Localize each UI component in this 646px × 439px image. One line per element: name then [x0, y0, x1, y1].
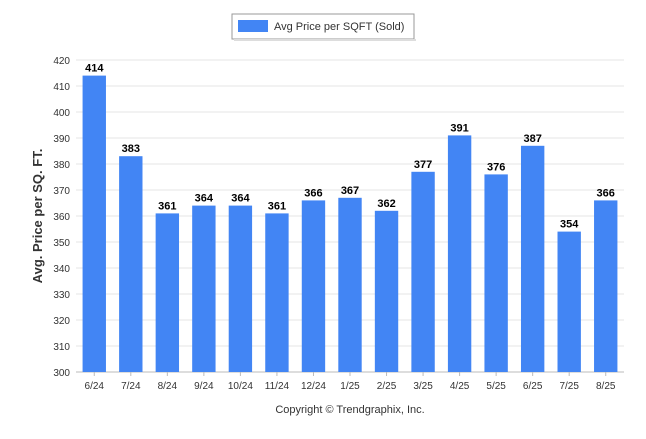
legend-box-shadow — [234, 39, 416, 41]
data-label: 391 — [450, 122, 468, 134]
y-tick-label: 350 — [53, 238, 70, 249]
bar[interactable] — [265, 213, 289, 372]
x-axis-ticks: 6/24 7/24 8/24 9/24 10/24 11/24 12/24 1/25 2/25 3… — [85, 372, 616, 392]
x-tick-label: 8/24 — [158, 381, 178, 392]
y-axis-title: Avg. Price per SQ. FT. — [30, 149, 45, 284]
x-tick-label: 1/25 — [340, 381, 360, 392]
data-label: 362 — [377, 198, 395, 210]
data-labels: 414 383 361 364 364 361 366 367 362 377 391 376 387 3… — [85, 63, 615, 231]
y-tick-label: 400 — [53, 108, 70, 119]
x-tick-label: 10/24 — [228, 381, 253, 392]
data-label: 366 — [597, 187, 615, 199]
bar[interactable] — [82, 75, 106, 372]
data-label: 414 — [85, 63, 104, 75]
data-label: 383 — [122, 143, 140, 155]
copyright-footer: Copyright © Trendgraphix, Inc. — [275, 404, 424, 416]
data-label: 367 — [341, 185, 359, 197]
data-label: 361 — [158, 200, 176, 212]
x-tick-label: 7/25 — [559, 381, 579, 392]
y-tick-label: 340 — [53, 264, 70, 275]
bar[interactable] — [338, 197, 362, 372]
data-label: 354 — [560, 219, 579, 231]
bar[interactable] — [119, 156, 143, 372]
y-axis-ticks: 300 310 320 330 340 350 360 370 380 390 400 410 420 — [53, 56, 70, 379]
x-tick-label: 11/24 — [265, 381, 290, 392]
x-tick-label: 12/24 — [301, 381, 326, 392]
y-tick-label: 300 — [53, 368, 70, 379]
bar[interactable] — [301, 200, 326, 372]
y-tick-label: 380 — [53, 160, 70, 171]
data-label: 366 — [304, 187, 322, 199]
bar[interactable] — [447, 135, 472, 372]
x-tick-label: 7/24 — [121, 381, 141, 392]
x-tick-label: 2/25 — [377, 381, 397, 392]
data-label: 364 — [195, 193, 214, 205]
y-tick-label: 370 — [53, 186, 70, 197]
x-tick-label: 6/24 — [85, 381, 105, 392]
bar[interactable] — [374, 210, 399, 372]
x-tick-label: 6/25 — [523, 381, 543, 392]
legend[interactable]: Avg Price per SQFT (Sold) — [231, 13, 416, 41]
x-tick-label: 8/25 — [596, 381, 616, 392]
x-tick-label: 9/24 — [194, 381, 214, 392]
bar[interactable] — [484, 174, 508, 372]
bar[interactable] — [192, 205, 216, 372]
y-tick-label: 360 — [53, 212, 70, 223]
data-label: 376 — [487, 161, 505, 173]
y-tick-label: 320 — [53, 316, 70, 327]
bars — [82, 75, 618, 372]
bar[interactable] — [411, 171, 435, 372]
x-tick-label: 5/25 — [486, 381, 506, 392]
x-tick-label: 4/25 — [450, 381, 470, 392]
data-label: 387 — [523, 133, 541, 145]
data-label: 361 — [268, 200, 286, 212]
y-tick-label: 330 — [53, 290, 70, 301]
data-label: 377 — [414, 159, 432, 171]
bar[interactable] — [594, 200, 618, 372]
y-tick-label: 310 — [53, 342, 70, 353]
y-tick-label: 410 — [53, 82, 70, 93]
bar[interactable] — [520, 145, 545, 372]
y-tick-label: 390 — [53, 134, 70, 145]
bar[interactable] — [155, 213, 180, 372]
x-tick-label: 3/25 — [413, 381, 433, 392]
legend-label: Avg Price per SQFT (Sold) — [274, 21, 404, 33]
bar[interactable] — [228, 205, 253, 372]
y-tick-label: 420 — [53, 56, 70, 67]
bar[interactable] — [557, 231, 581, 372]
legend-swatch — [238, 20, 268, 32]
data-label: 364 — [231, 193, 250, 205]
